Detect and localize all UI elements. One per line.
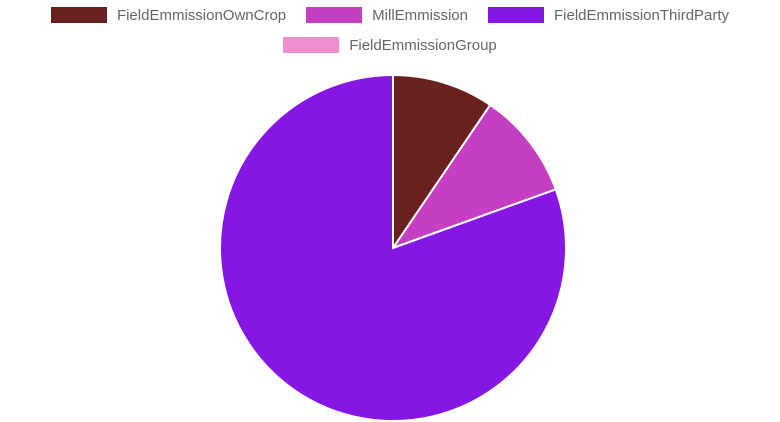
legend-label-field-emmission-own-crop: FieldEmmissionOwnCrop xyxy=(116,6,287,24)
chart-legend: FieldEmmissionOwnCrop MillEmmission Fiel… xyxy=(0,0,780,60)
pie-slice-field-emmission-own-crop[interactable] xyxy=(392,73,492,252)
legend-label-mill-emmission: MillEmmission xyxy=(372,6,468,24)
legend-item-mill-emmission[interactable]: MillEmmission xyxy=(306,7,468,24)
legend-row-2: FieldEmmissionGroup xyxy=(273,30,507,60)
pie-slice-field-emmission-third-party[interactable] xyxy=(219,73,567,422)
legend-swatch-field-emmission-group xyxy=(283,37,340,53)
pie-slice-mill-emmission[interactable] xyxy=(390,103,558,250)
legend-item-field-emmission-own-crop[interactable]: FieldEmmissionOwnCrop xyxy=(50,6,287,24)
legend-swatch-field-emmission-own-crop xyxy=(50,7,107,23)
legend-swatch-field-emmission-third-party xyxy=(488,7,544,23)
legend-label-field-emmission-group: FieldEmmissionGroup xyxy=(349,36,497,54)
legend-row-1: FieldEmmissionOwnCrop MillEmmission Fiel… xyxy=(41,0,739,30)
legend-item-field-emmission-group[interactable]: FieldEmmissionGroup xyxy=(283,37,497,54)
legend-item-field-emmission-third-party[interactable]: FieldEmmissionThirdParty xyxy=(488,7,729,24)
legend-label-field-emmission-third-party: FieldEmmissionThirdParty xyxy=(554,6,730,24)
legend-swatch-mill-emmission xyxy=(306,7,363,23)
